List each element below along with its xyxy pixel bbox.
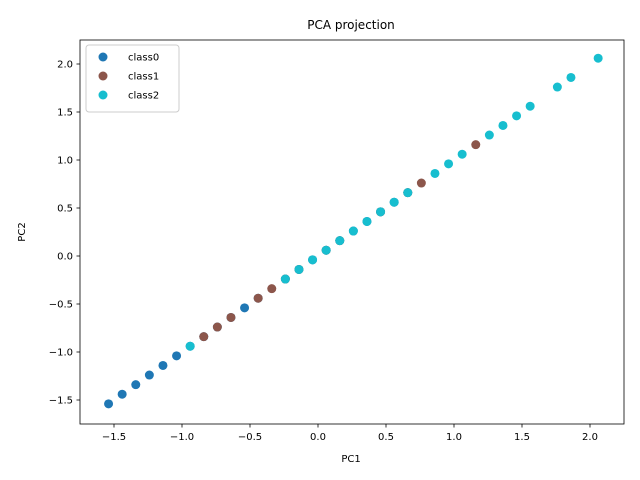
- data-point-class1-12: [471, 140, 481, 150]
- legend-label-class1: class1: [128, 72, 159, 83]
- data-point-class2-0: [185, 341, 195, 351]
- data-point-class1-2: [226, 312, 236, 322]
- data-point-class2-18: [552, 82, 562, 92]
- y-tick-label: −1.5: [49, 396, 73, 407]
- legend-frame: [85, 44, 180, 113]
- data-point-class2-1: [280, 274, 290, 284]
- x-tick-label: 0.5: [378, 432, 394, 443]
- y-tick-label: 1.5: [57, 108, 73, 119]
- data-point-class2-2: [294, 264, 304, 274]
- legend-marker-class2: [98, 90, 108, 100]
- data-point-class2-13: [457, 149, 467, 159]
- series-class2: [185, 53, 603, 351]
- y-tick-label: −1.0: [49, 348, 73, 359]
- data-point-class2-14: [484, 130, 494, 140]
- y-axis-label: PC2: [17, 222, 28, 241]
- data-point-class0-1: [117, 389, 127, 399]
- x-tick-label: −1.0: [170, 432, 194, 443]
- data-point-class2-12: [444, 159, 454, 169]
- data-point-class2-20: [593, 53, 603, 63]
- data-point-class2-6: [348, 226, 358, 236]
- x-axis-label: PC1: [341, 454, 360, 465]
- data-point-class0-4: [158, 360, 168, 370]
- y-tick-label: 2.0: [57, 60, 73, 71]
- y-tick-label: 0.5: [57, 204, 73, 215]
- x-tick-label: 0.0: [310, 432, 326, 443]
- plot-frame: [79, 39, 625, 425]
- x-tick-label: −1.5: [102, 432, 126, 443]
- points-layer: [104, 53, 603, 409]
- x-tick-label: 1.5: [514, 432, 530, 443]
- data-point-class0-3: [144, 370, 154, 380]
- y-tick-label: 0.0: [57, 252, 73, 263]
- data-point-class2-15: [498, 120, 508, 130]
- data-point-class1-11: [416, 178, 426, 188]
- y-tick-label: 1.0: [57, 156, 73, 167]
- legend-marker-class1: [98, 71, 108, 81]
- chart-title: PCA projection: [307, 18, 395, 32]
- data-point-class0-2: [131, 380, 141, 390]
- data-point-class2-11: [430, 168, 440, 178]
- data-point-class0-5: [172, 351, 182, 361]
- data-point-class2-8: [376, 207, 386, 217]
- data-point-class2-17: [525, 101, 535, 111]
- data-point-class0-10: [240, 303, 250, 313]
- data-point-class2-5: [335, 236, 345, 246]
- data-point-class1-4: [267, 284, 277, 294]
- legend: class0 class1 class2: [85, 44, 180, 113]
- data-point-class2-7: [362, 216, 372, 226]
- data-point-class2-19: [566, 72, 576, 82]
- legend-label-class2: class2: [128, 91, 159, 102]
- data-point-class2-4: [321, 245, 331, 255]
- x-tick-label: 2.0: [582, 432, 598, 443]
- y-tick-label: −0.5: [49, 300, 73, 311]
- data-point-class0-0: [104, 399, 114, 409]
- x-tick-label: 1.0: [446, 432, 462, 443]
- data-point-class2-16: [512, 111, 522, 121]
- legend-label-class0: class0: [128, 53, 159, 64]
- data-point-class1-1: [212, 322, 222, 332]
- data-point-class2-3: [308, 255, 318, 265]
- data-point-class2-9: [389, 197, 399, 207]
- data-point-class1-3: [253, 293, 263, 303]
- x-tick-label: −0.5: [238, 432, 262, 443]
- data-point-class1-0: [199, 332, 209, 342]
- legend-marker-class0: [98, 52, 108, 62]
- axes-layer: −1.5 −1.0 −0.5 0.0 0.5 1.0 1.5 2.0 −1.5 −1.0 −0.5 0…: [49, 39, 625, 443]
- data-point-class2-10: [403, 188, 413, 198]
